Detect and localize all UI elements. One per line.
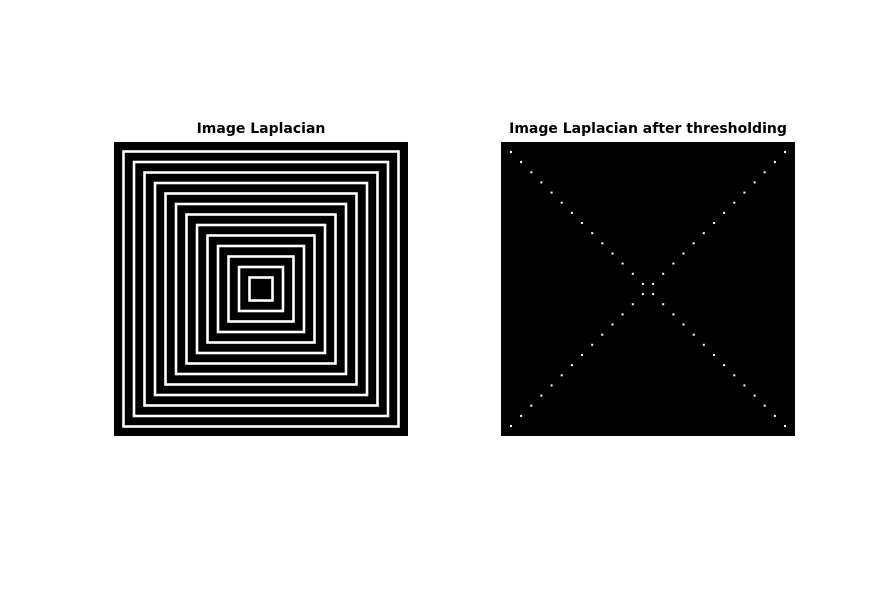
diagonal-dots bbox=[510, 151, 786, 427]
edge-dot bbox=[743, 191, 746, 194]
thresholded-image-background bbox=[501, 142, 795, 436]
edge-dot bbox=[581, 222, 583, 224]
square-outline bbox=[122, 150, 400, 428]
square-outline bbox=[164, 192, 358, 386]
square-outline bbox=[195, 223, 327, 355]
edge-dot bbox=[601, 333, 604, 336]
edge-dot bbox=[581, 354, 583, 356]
thresholded-image bbox=[501, 142, 795, 436]
edge-dot bbox=[662, 303, 665, 306]
edge-dot bbox=[621, 262, 624, 265]
edge-dot bbox=[753, 394, 756, 397]
edge-dot bbox=[641, 293, 644, 296]
edge-dot bbox=[560, 374, 563, 377]
edge-dot bbox=[601, 242, 604, 245]
square-outline bbox=[227, 255, 295, 323]
right-panel-title: Image Laplacian after thresholding bbox=[509, 121, 787, 137]
edge-dot bbox=[702, 232, 705, 235]
edge-dot bbox=[540, 394, 543, 397]
edge-dot bbox=[672, 262, 675, 265]
edge-dot bbox=[652, 293, 655, 296]
edge-dot bbox=[591, 232, 594, 235]
edge-dot bbox=[763, 404, 766, 407]
edge-dot bbox=[743, 384, 746, 387]
edge-dot bbox=[763, 171, 766, 174]
edge-dot bbox=[611, 323, 614, 326]
edge-dot bbox=[784, 425, 786, 427]
edge-dot bbox=[641, 282, 644, 285]
edge-dot bbox=[672, 313, 675, 316]
edge-dot bbox=[682, 252, 685, 255]
edge-dot bbox=[570, 211, 573, 214]
edge-dot bbox=[662, 272, 665, 275]
edge-dot bbox=[520, 414, 523, 417]
edge-dot bbox=[733, 374, 736, 377]
edge-dot bbox=[773, 414, 776, 417]
square-outline bbox=[185, 213, 337, 365]
edge-dot bbox=[520, 161, 523, 164]
edge-dot bbox=[753, 181, 756, 184]
square-outline bbox=[206, 234, 316, 344]
edge-dot bbox=[723, 364, 726, 367]
edge-dot bbox=[631, 272, 634, 275]
edge-dot bbox=[591, 343, 594, 346]
square-outline bbox=[216, 244, 306, 334]
edge-dot bbox=[540, 181, 543, 184]
edge-dot bbox=[713, 222, 715, 224]
edge-dot bbox=[550, 384, 553, 387]
laplacian-image-background bbox=[114, 142, 408, 436]
square-outline bbox=[143, 171, 379, 407]
edge-dot bbox=[784, 151, 786, 153]
edge-dot bbox=[611, 252, 614, 255]
edge-dot bbox=[550, 191, 553, 194]
concentric-squares bbox=[122, 150, 400, 428]
edge-dot bbox=[631, 303, 634, 306]
edge-dot bbox=[510, 151, 512, 153]
edge-dot bbox=[510, 425, 512, 427]
left-panel-title: Image Laplacian bbox=[196, 121, 326, 137]
edge-dot bbox=[733, 201, 736, 204]
edge-dot bbox=[723, 211, 726, 214]
edge-dot bbox=[713, 354, 715, 356]
edge-dot bbox=[570, 364, 573, 367]
square-outline bbox=[153, 181, 369, 397]
edge-dot bbox=[682, 323, 685, 326]
edge-dot bbox=[692, 333, 695, 336]
edge-dot bbox=[773, 161, 776, 164]
edge-dot bbox=[692, 242, 695, 245]
square-outline bbox=[174, 202, 348, 376]
square-outline bbox=[132, 160, 390, 418]
square-outline bbox=[248, 276, 274, 302]
edge-dot bbox=[652, 282, 655, 285]
edge-dot bbox=[702, 343, 705, 346]
edge-dot bbox=[530, 404, 533, 407]
edge-dot bbox=[621, 313, 624, 316]
square-outline bbox=[237, 265, 285, 313]
edge-dot bbox=[560, 201, 563, 204]
laplacian-image bbox=[114, 142, 408, 436]
edge-dot bbox=[530, 171, 533, 174]
